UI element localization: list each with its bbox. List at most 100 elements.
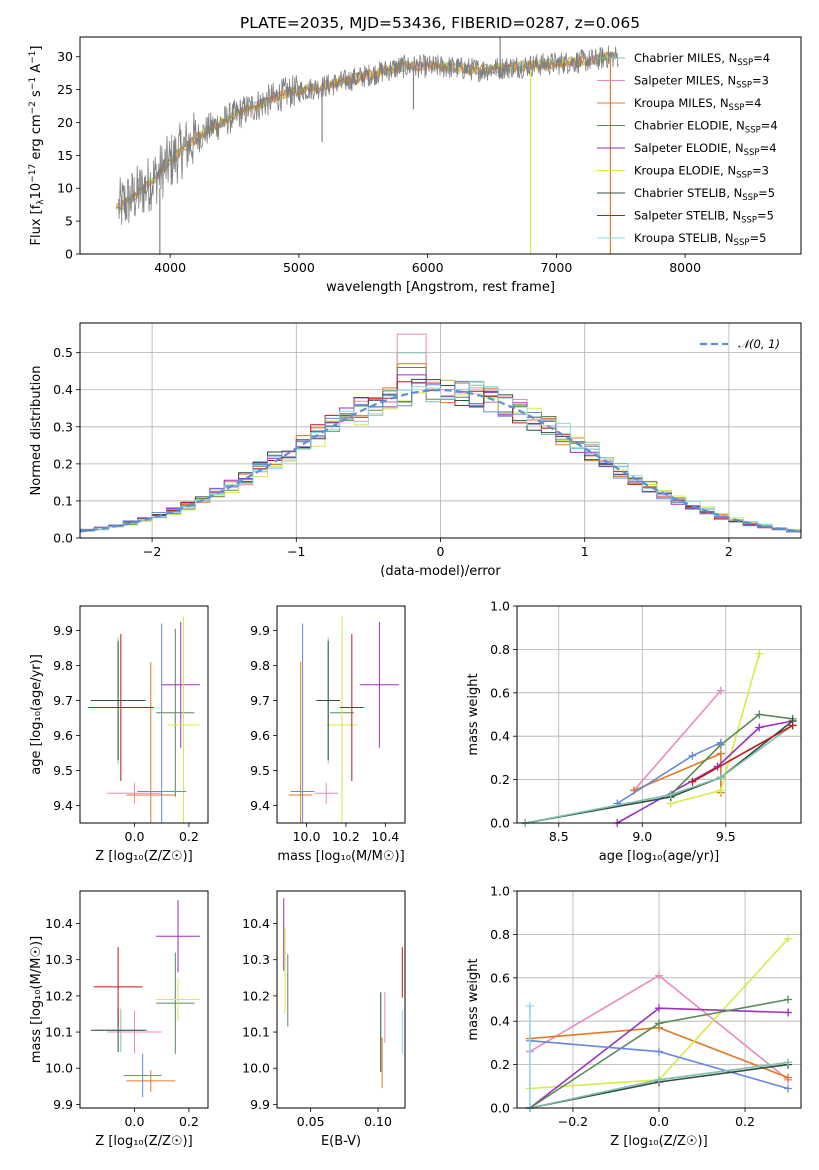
legend-entry: Salpeter STELIB, NSSP=5 xyxy=(634,209,774,226)
y-tick-label: 9.6 xyxy=(53,728,73,743)
y-tick-label: 0.0 xyxy=(490,1101,510,1116)
errorbar-point xyxy=(156,977,200,1022)
x-tick-label: 0.0 xyxy=(125,1114,145,1129)
errorbar-point xyxy=(126,662,176,823)
legend-entry: Kroupa ELODIE, NSSP=3 xyxy=(634,164,769,181)
errorbar-point xyxy=(90,641,146,760)
y-tick-label: 10.3 xyxy=(242,952,270,967)
x-axis-label: Z [log₁₀(Z/Z☉)] xyxy=(95,849,192,864)
errorbar-point xyxy=(107,1010,162,1054)
errorbar-point xyxy=(156,628,195,797)
errorbar-point xyxy=(340,634,364,781)
y-axis-label-part: A xyxy=(29,64,44,77)
y-tick-label: 9.8 xyxy=(250,658,270,673)
errorbar-point xyxy=(126,1070,176,1092)
series-lines xyxy=(525,934,793,1112)
y-tick-label: 0.1 xyxy=(53,493,73,508)
series-line xyxy=(692,724,793,783)
y-tick-label: 0 xyxy=(65,247,73,262)
legend-label: Chabrier ELODIE, N xyxy=(634,119,745,133)
y-tick-label: 0.2 xyxy=(53,456,73,471)
plus-marker xyxy=(655,1075,663,1084)
y-tick-label: 9.8 xyxy=(53,658,73,673)
mass-vs-metallicity-panel: 0.0 0.2 9.9 10.0 10.1 10.2 10.3 10.4 Z [log₁₀(Z/… xyxy=(29,890,209,1149)
model-spectrum-line xyxy=(115,51,613,211)
series-line xyxy=(525,720,794,824)
legend-label: Salpeter STELIB, N xyxy=(634,209,741,223)
legend-label: Kroupa MILES, N xyxy=(634,96,729,110)
y-tick-label: 10 xyxy=(57,181,73,196)
plus-marker xyxy=(655,971,663,980)
errorbar-point xyxy=(93,947,143,1027)
y-tick-label: 9.5 xyxy=(53,763,73,778)
plus-marker xyxy=(716,773,725,782)
errorbar-point xyxy=(167,616,200,823)
y-tick-label: 9.4 xyxy=(250,798,270,813)
errorbar-point xyxy=(290,623,315,823)
plus-marker xyxy=(716,749,725,758)
y-tick-label: 9.7 xyxy=(250,693,270,708)
y-tick-label: 0.2 xyxy=(490,772,510,787)
legend-entry: Kroupa MILES, NSSP=4 xyxy=(634,96,761,113)
y-tick-label: 10.0 xyxy=(45,1061,73,1076)
errorbar-point xyxy=(359,621,400,748)
x-tick-label: 0.10 xyxy=(364,1114,392,1129)
y-tick-label: 0.0 xyxy=(490,816,510,831)
plus-marker xyxy=(784,1008,793,1017)
legend-sub: SSP xyxy=(737,58,753,68)
y-tick-label: 10.4 xyxy=(45,916,73,931)
errorbar-points xyxy=(288,616,400,823)
plus-marker xyxy=(716,686,725,695)
errorbar-point xyxy=(161,621,200,748)
x-tick-label: 2 xyxy=(725,544,733,559)
axes-frame xyxy=(79,36,802,255)
legend-sub: SSP xyxy=(729,103,745,113)
plus-marker xyxy=(755,723,764,732)
legend-label: Kroupa ELODIE, N xyxy=(634,164,736,178)
y-tick-label: 30 xyxy=(57,49,73,64)
legend-entry: Salpeter MILES, NSSP=3 xyxy=(634,74,769,91)
legend-suffix: =5 xyxy=(758,186,775,200)
errorbar-point xyxy=(123,1053,162,1098)
plus-marker xyxy=(755,649,764,658)
axes-frame xyxy=(516,605,802,824)
y-tick-label: 9.9 xyxy=(250,623,270,638)
y-axis-label: mass [log₁₀(M/M☉)] xyxy=(29,936,44,1063)
y-axis-label: mass weight xyxy=(466,673,481,755)
x-tick-label: 0.0 xyxy=(125,829,145,844)
y-tick-label: 0.5 xyxy=(53,345,73,360)
x-tick-label: 5000 xyxy=(283,260,315,275)
errorbar-points xyxy=(90,900,200,1098)
x-axis-label: Z [log₁₀(Z/Z☉)] xyxy=(610,1134,707,1149)
axes-frame xyxy=(79,890,209,1109)
y-tick-label: 10.2 xyxy=(242,988,270,1003)
x-tick-label: 10.0 xyxy=(293,829,321,844)
legend-entry: Chabrier STELIB, NSSP=5 xyxy=(634,186,775,203)
legend-label: Chabrier MILES, N xyxy=(634,51,737,65)
legend-label: Salpeter MILES, N xyxy=(634,74,736,88)
plus-marker xyxy=(784,1073,793,1082)
x-tick-label: −1 xyxy=(287,544,305,559)
y-axis-label-part: −2 xyxy=(28,101,38,114)
y-axis-label-part: Flux [f xyxy=(29,204,44,245)
y-tick-label: 9.7 xyxy=(53,693,73,708)
legend-sub: SSP xyxy=(745,126,761,136)
y-tick-label: 0.8 xyxy=(490,927,510,942)
x-tick-label: 10.4 xyxy=(371,829,399,844)
x-axis-label: Z [log₁₀(Z/Z☉)] xyxy=(95,1134,192,1149)
x-tick-label: 6000 xyxy=(412,260,444,275)
plus-marker xyxy=(716,738,725,747)
y-tick-label: 0.6 xyxy=(490,685,510,700)
y-axis-label-part: 10 xyxy=(29,183,44,200)
y-axis-label: Flux [fλ10−17 erg cm−2 s−1 A−1] xyxy=(28,46,46,246)
y-tick-label: 10.2 xyxy=(45,988,73,1003)
plus-marker xyxy=(655,1019,663,1028)
y-tick-label: 9.5 xyxy=(250,763,270,778)
legend-sub: SSP xyxy=(741,216,757,226)
spectrum-lines xyxy=(115,37,619,254)
y-tick-label: 10.0 xyxy=(242,1061,270,1076)
x-axis-label: E(B-V) xyxy=(321,1134,361,1149)
plus-marker xyxy=(688,751,697,760)
legend-label: Salpeter ELODIE, N xyxy=(634,141,744,155)
